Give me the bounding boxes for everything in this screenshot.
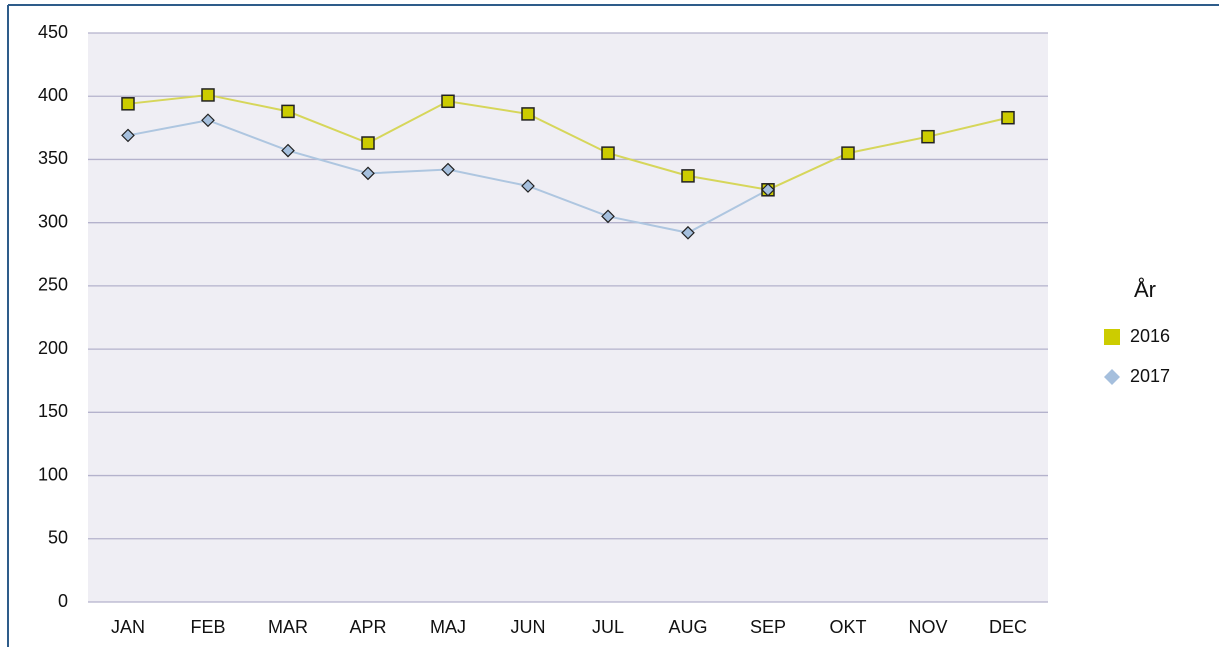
marker — [361, 136, 375, 150]
x-tick-label: APR — [349, 617, 386, 637]
x-tick-label: AUG — [668, 617, 707, 637]
y-tick-label: 400 — [38, 85, 68, 105]
x-tick-label: MAR — [268, 617, 308, 637]
legend-label: 2017 — [1130, 366, 1170, 386]
marker — [921, 129, 935, 144]
y-tick-label: 100 — [38, 464, 68, 484]
marker — [681, 169, 695, 183]
x-tick-label: DEC — [989, 617, 1027, 637]
y-tick-label: 350 — [38, 148, 68, 168]
marker — [361, 166, 375, 181]
marker — [601, 209, 615, 224]
series-line — [127, 93, 1009, 191]
x-tick-label: JAN — [111, 617, 145, 637]
marker — [601, 146, 615, 160]
marker — [1001, 110, 1015, 125]
y-tick-label: 450 — [38, 22, 68, 42]
y-tick-label: 200 — [38, 338, 68, 358]
x-tick-label: OKT — [829, 617, 866, 637]
y-tick-label: 300 — [38, 211, 68, 231]
marker — [201, 113, 215, 128]
x-tick-label: FEB — [190, 617, 225, 637]
marker — [121, 97, 135, 111]
marker — [281, 104, 295, 119]
y-tick-label: 50 — [48, 528, 68, 548]
marker — [441, 162, 455, 177]
marker — [441, 94, 455, 109]
marker — [521, 107, 535, 121]
x-tick-label: SEP — [750, 617, 786, 637]
y-tick-label: 0 — [58, 591, 68, 611]
x-tick-label: JUN — [511, 617, 546, 637]
marker — [521, 179, 535, 193]
marker — [201, 88, 215, 102]
y-tick-label: 250 — [38, 275, 68, 295]
x-tick-label: JUL — [592, 617, 624, 637]
legend-swatch — [1104, 369, 1120, 385]
y-tick-label: 150 — [38, 401, 68, 421]
plot-area — [88, 33, 1048, 602]
marker — [121, 128, 135, 143]
legend-label: 2016 — [1130, 326, 1170, 346]
x-tick-label: MAJ — [430, 617, 466, 637]
legend-title: År — [1134, 277, 1156, 302]
marker — [841, 146, 855, 160]
marker — [281, 143, 295, 158]
x-tick-label: NOV — [908, 617, 947, 637]
marker — [761, 182, 775, 197]
marker — [681, 225, 695, 240]
legend-swatch — [1104, 329, 1120, 345]
